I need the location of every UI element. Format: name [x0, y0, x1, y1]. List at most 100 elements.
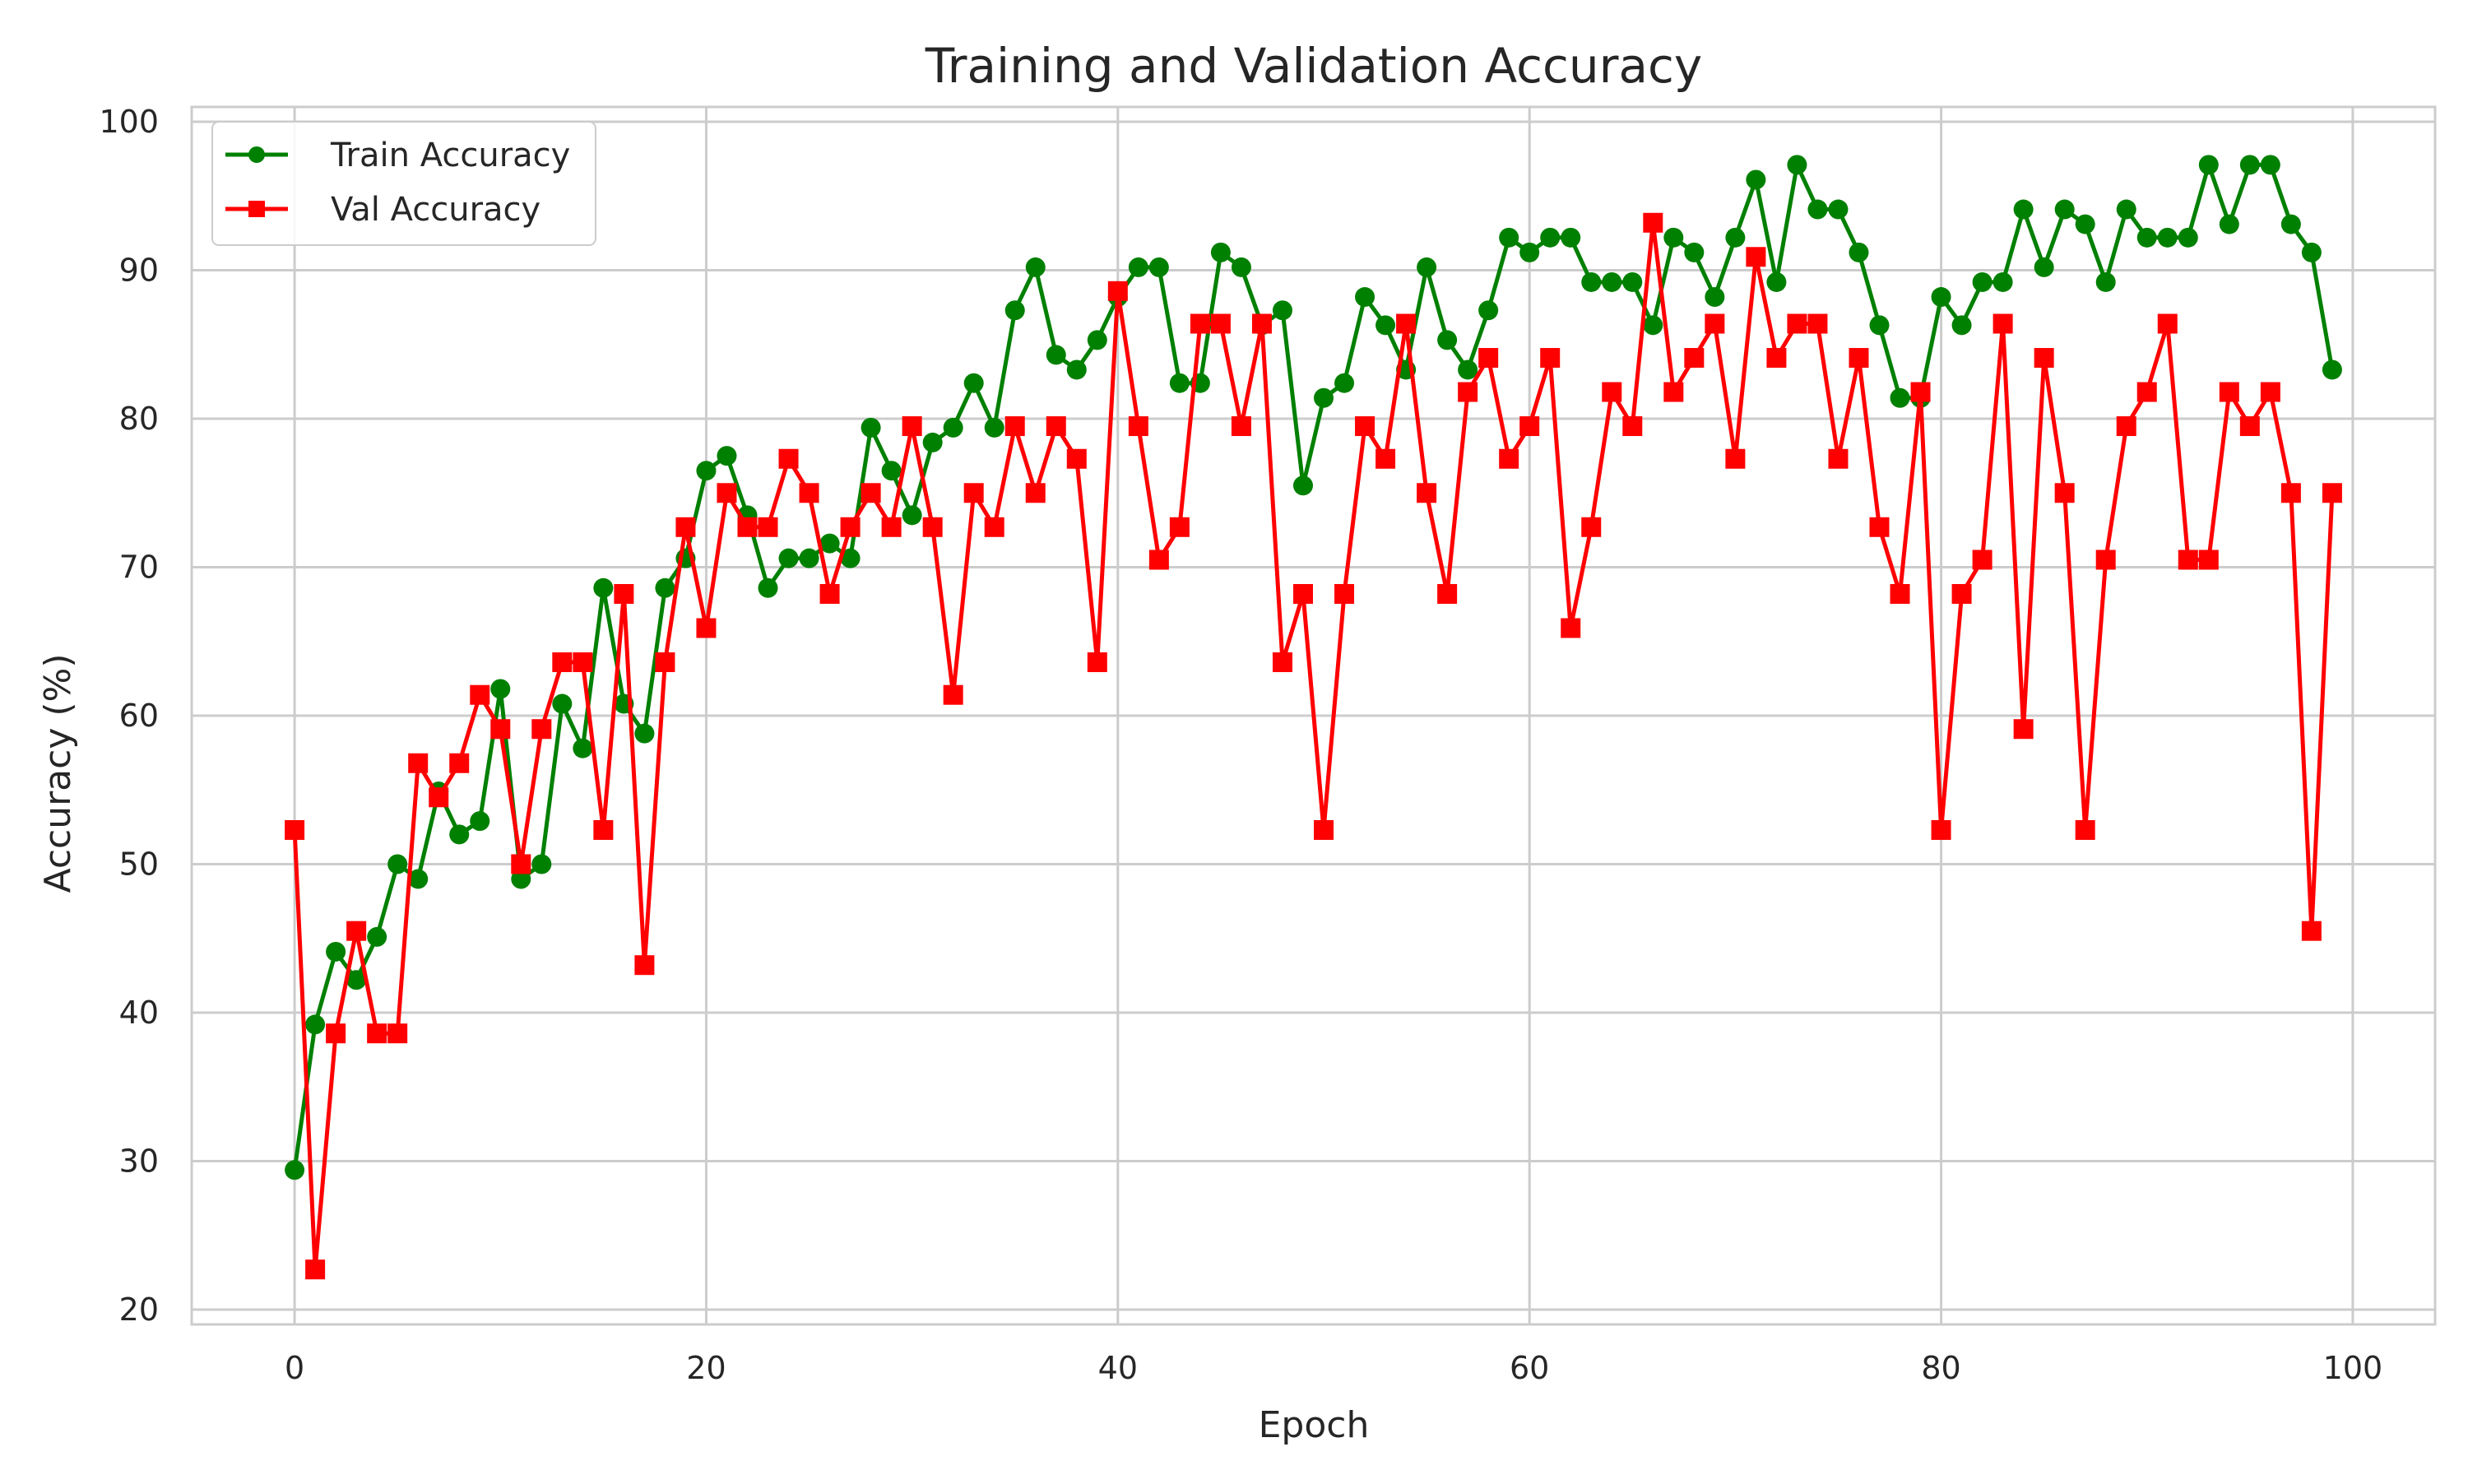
- data-point-train-accuracy: [1210, 242, 1231, 262]
- data-point-train-accuracy: [655, 577, 675, 598]
- data-point-val-accuracy: [1355, 416, 1375, 437]
- data-point-val-accuracy: [1417, 483, 1437, 503]
- data-point-train-accuracy: [1417, 257, 1437, 277]
- data-point-train-accuracy: [305, 1014, 326, 1035]
- data-point-train-accuracy: [2301, 242, 2322, 262]
- data-point-val-accuracy: [573, 652, 593, 673]
- data-point-val-accuracy: [984, 517, 1004, 537]
- y-tick-label: 100: [99, 104, 159, 140]
- data-point-val-accuracy: [2301, 921, 2322, 941]
- data-point-val-accuracy: [1272, 652, 1292, 673]
- data-point-val-accuracy: [1869, 517, 1890, 537]
- y-tick-label: 40: [119, 995, 159, 1031]
- data-point-train-accuracy: [778, 548, 799, 568]
- data-point-val-accuracy: [922, 517, 943, 537]
- data-point-val-accuracy: [511, 854, 531, 874]
- legend-marker-circle-icon: [248, 146, 265, 163]
- series-line-train-accuracy: [292, 162, 2335, 1171]
- data-point-val-accuracy: [1396, 313, 1417, 334]
- data-point-train-accuracy: [2013, 199, 2034, 220]
- data-point-val-accuracy: [346, 921, 367, 941]
- data-point-val-accuracy: [2013, 719, 2034, 740]
- data-point-train-accuracy: [1581, 271, 1602, 292]
- data-point-val-accuracy: [902, 416, 922, 437]
- data-point-val-accuracy: [1190, 313, 1210, 334]
- y-tick-label: 60: [119, 698, 159, 734]
- data-point-val-accuracy: [614, 584, 634, 604]
- data-point-train-accuracy: [573, 738, 593, 758]
- data-point-train-accuracy: [861, 417, 881, 438]
- data-point-val-accuracy: [1107, 281, 1128, 301]
- data-point-val-accuracy: [367, 1023, 387, 1044]
- data-point-val-accuracy: [2136, 382, 2157, 402]
- data-point-train-accuracy: [1890, 387, 1910, 408]
- data-point-val-accuracy: [408, 753, 429, 773]
- data-point-train-accuracy: [511, 869, 531, 889]
- data-point-train-accuracy: [470, 811, 490, 832]
- data-point-val-accuracy: [1210, 313, 1231, 334]
- x-tick-label: 60: [1510, 1350, 1549, 1386]
- data-point-train-accuracy: [634, 723, 655, 744]
- data-point-train-accuracy: [593, 577, 614, 598]
- data-point-val-accuracy: [1519, 416, 1540, 437]
- data-point-train-accuracy: [2178, 227, 2198, 248]
- x-tick-label: 100: [2323, 1350, 2383, 1386]
- x-tick-label: 80: [1921, 1350, 1960, 1386]
- data-point-train-accuracy: [1437, 330, 1458, 350]
- y-tick-label: 70: [119, 550, 159, 586]
- data-point-val-accuracy: [593, 819, 614, 840]
- data-point-train-accuracy: [2260, 155, 2280, 175]
- data-point-train-accuracy: [1622, 271, 1643, 292]
- data-point-train-accuracy: [1272, 300, 1292, 321]
- data-point-val-accuracy: [326, 1023, 346, 1044]
- data-point-val-accuracy: [1066, 448, 1087, 469]
- data-point-train-accuracy: [285, 1160, 305, 1180]
- data-point-val-accuracy: [819, 584, 840, 604]
- data-point-val-accuracy: [1478, 348, 1499, 369]
- data-point-val-accuracy: [1334, 584, 1355, 604]
- x-tick-label: 40: [1098, 1350, 1138, 1386]
- data-point-train-accuracy: [1849, 242, 1869, 262]
- data-point-val-accuracy: [1787, 313, 1807, 334]
- data-point-train-accuracy: [1025, 257, 1046, 277]
- data-point-train-accuracy: [1478, 300, 1499, 321]
- data-point-val-accuracy: [634, 955, 655, 976]
- data-point-train-accuracy: [326, 941, 346, 962]
- data-point-train-accuracy: [1169, 373, 1190, 393]
- data-point-train-accuracy: [1334, 373, 1355, 393]
- series-line-val-accuracy: [292, 220, 2335, 1272]
- data-point-val-accuracy: [675, 517, 696, 537]
- data-point-val-accuracy: [2198, 550, 2219, 570]
- data-point-train-accuracy: [2116, 199, 2136, 220]
- data-point-train-accuracy: [1148, 257, 1169, 277]
- data-point-train-accuracy: [367, 926, 387, 947]
- data-point-val-accuracy: [1890, 584, 1910, 604]
- data-point-val-accuracy: [861, 483, 881, 503]
- data-point-val-accuracy: [717, 483, 737, 503]
- data-point-val-accuracy: [1004, 416, 1025, 437]
- data-point-train-accuracy: [2136, 227, 2157, 248]
- y-axis-label: Accuracy (%): [37, 653, 79, 893]
- data-point-train-accuracy: [1705, 287, 1725, 308]
- data-point-train-accuracy: [1046, 345, 1066, 365]
- y-tick-label: 80: [119, 401, 159, 437]
- data-point-val-accuracy: [2219, 382, 2239, 402]
- data-point-val-accuracy: [1910, 382, 1931, 402]
- data-point-val-accuracy: [1499, 448, 1519, 469]
- data-point-val-accuracy: [881, 517, 902, 537]
- data-point-val-accuracy: [778, 448, 799, 469]
- data-point-val-accuracy: [531, 719, 552, 740]
- y-tick-label: 20: [119, 1292, 159, 1328]
- data-point-val-accuracy: [470, 684, 490, 705]
- data-point-train-accuracy: [758, 577, 778, 598]
- data-point-val-accuracy: [1828, 448, 1849, 469]
- data-point-train-accuracy: [984, 417, 1004, 438]
- data-point-val-accuracy: [1931, 819, 1951, 840]
- data-point-val-accuracy: [696, 618, 717, 638]
- data-point-train-accuracy: [2054, 199, 2075, 220]
- data-point-train-accuracy: [1128, 257, 1148, 277]
- data-point-val-accuracy: [2280, 483, 2301, 503]
- x-tick-label: 20: [686, 1350, 726, 1386]
- data-point-val-accuracy: [1046, 416, 1066, 437]
